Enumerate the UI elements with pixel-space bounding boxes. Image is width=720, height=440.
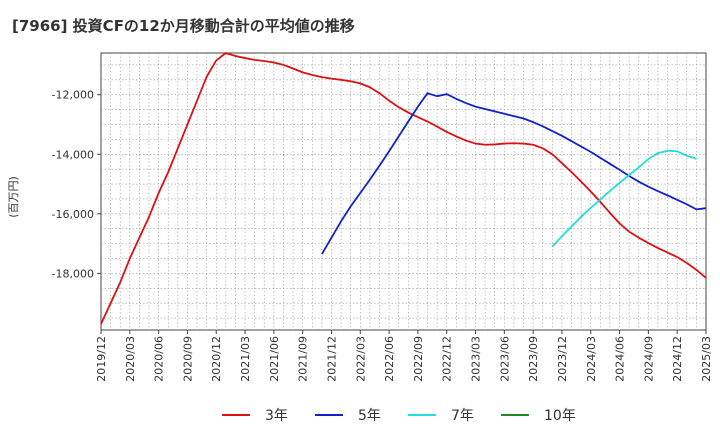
x-tick-label: 2023/06 — [498, 336, 511, 382]
x-tick-label: 2024/03 — [585, 336, 598, 382]
x-tick-label: 2023/12 — [556, 336, 569, 382]
legend-label: 5年 — [358, 408, 381, 424]
legend-label: 3年 — [265, 408, 288, 424]
y-tick-label: -16,000 — [52, 208, 94, 221]
x-tick-label: 2022/09 — [412, 336, 425, 382]
y-tick-label: -18,000 — [52, 267, 94, 280]
x-tick-label: 2020/03 — [124, 336, 137, 382]
x-tick-label: 2022/06 — [383, 336, 396, 382]
x-tick-label: 2022/12 — [441, 336, 454, 382]
x-tick-label: 2021/06 — [268, 336, 281, 382]
chart-title: [7966] 投資CFの12か月移動合計の平均値の推移 — [12, 17, 355, 35]
series-line-1 — [100, 52, 707, 325]
x-tick-label: 2025/03 — [700, 336, 713, 382]
y-tick-label: -12,000 — [52, 89, 94, 102]
series-lines — [100, 52, 707, 325]
x-tick-label: 2021/09 — [297, 336, 310, 382]
series-line-3 — [551, 149, 697, 248]
x-tick-label: 2023/03 — [470, 336, 483, 382]
x-tick-label: 2020/12 — [210, 336, 223, 382]
x-tick-label: 2023/09 — [527, 336, 540, 382]
x-tick-label: 2021/12 — [325, 336, 338, 382]
y-axis-ticks: -12,000 -14,000 -16,000 -18,000 — [52, 89, 101, 280]
x-tick-label: 2022/03 — [354, 336, 367, 382]
x-tick-label: 2020/09 — [181, 336, 194, 382]
y-axis-label: (百万円) — [7, 176, 20, 218]
series-line-2 — [321, 92, 707, 255]
legend-label: 10年 — [544, 408, 576, 424]
x-tick-label: 2019/12 — [95, 336, 108, 382]
legend-label: 7年 — [451, 408, 474, 424]
x-tick-label: 2024/09 — [642, 336, 655, 382]
legend: 3年 5年 7年 10年 — [222, 408, 576, 424]
x-tick-label: 2024/06 — [614, 336, 627, 382]
x-tick-label: 2021/03 — [239, 336, 252, 382]
x-tick-label: 2024/12 — [671, 336, 684, 382]
x-axis-ticks: 2019/12 2020/03 2020/06 2020/09 2020/12 2021/… — [95, 330, 713, 382]
y-tick-label: -14,000 — [52, 148, 94, 161]
grid — [101, 53, 706, 330]
x-tick-label: 2020/06 — [153, 336, 166, 382]
plot-area — [100, 52, 707, 331]
